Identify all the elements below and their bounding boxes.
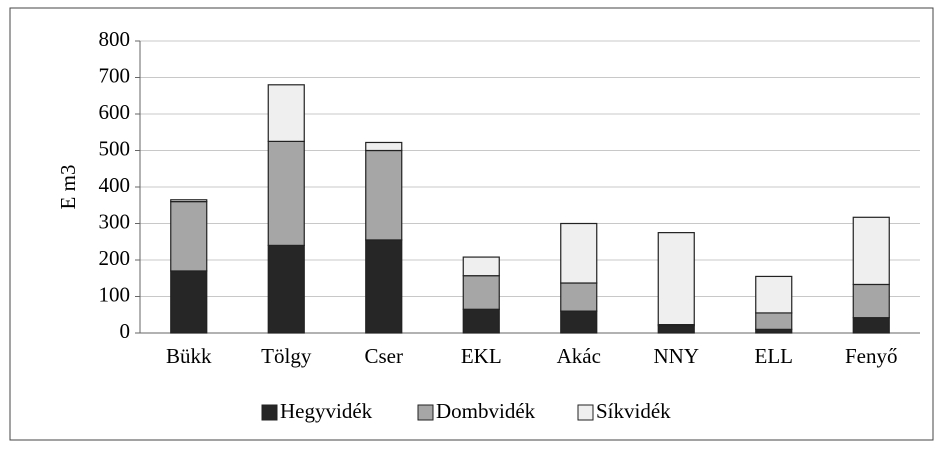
y-tick-label: 400 <box>99 173 131 197</box>
x-tick-label: NNY <box>654 344 700 368</box>
y-tick-label: 700 <box>99 63 131 87</box>
bar-segment <box>462 275 500 310</box>
y-tick-label: 200 <box>99 246 131 270</box>
bar-segment <box>560 222 598 284</box>
legend-label: Síkvidék <box>596 399 671 423</box>
y-tick-label: 100 <box>99 282 131 306</box>
bar-segment <box>852 317 890 334</box>
x-tick-label: EKL <box>461 344 502 368</box>
y-tick-label: 300 <box>99 209 131 233</box>
bar-segment <box>267 84 305 142</box>
bar-segment <box>755 275 793 314</box>
y-tick-label: 0 <box>120 319 131 343</box>
bar-segment <box>755 312 793 330</box>
bar-segment <box>560 282 598 312</box>
legend-label: Dombvidék <box>436 399 536 423</box>
bar-segment <box>852 216 890 286</box>
bar-segment <box>267 140 305 247</box>
x-tick-label: Bükk <box>166 344 212 368</box>
x-tick-label: Akác <box>557 344 601 368</box>
bar-segment <box>560 310 598 334</box>
x-tick-label: Fenyő <box>845 344 898 368</box>
legend-swatch <box>261 404 278 421</box>
y-tick-label: 600 <box>99 100 131 124</box>
bar-segment <box>365 149 403 241</box>
bar-segment <box>170 199 208 203</box>
y-tick-label: 800 <box>99 27 131 51</box>
bar-segment <box>657 232 695 326</box>
x-tick-label: ELL <box>755 344 793 368</box>
x-tick-label: Tölgy <box>261 344 312 368</box>
y-tick-label: 500 <box>99 136 131 160</box>
bar-segment <box>170 201 208 272</box>
bar-segment <box>365 239 403 334</box>
bar-segment <box>365 141 403 152</box>
legend-swatch <box>577 404 594 421</box>
bar-segment <box>267 244 305 334</box>
legend-label: Hegyvidék <box>280 399 373 423</box>
bar-segment <box>657 325 695 334</box>
bar-segment <box>852 283 890 319</box>
bar-segment <box>170 270 208 334</box>
x-tick-label: Cser <box>365 344 404 368</box>
bar-segment <box>462 256 500 277</box>
bar-segment <box>462 308 500 334</box>
y-axis-label: E m3 <box>56 165 80 210</box>
legend-swatch <box>417 404 434 421</box>
